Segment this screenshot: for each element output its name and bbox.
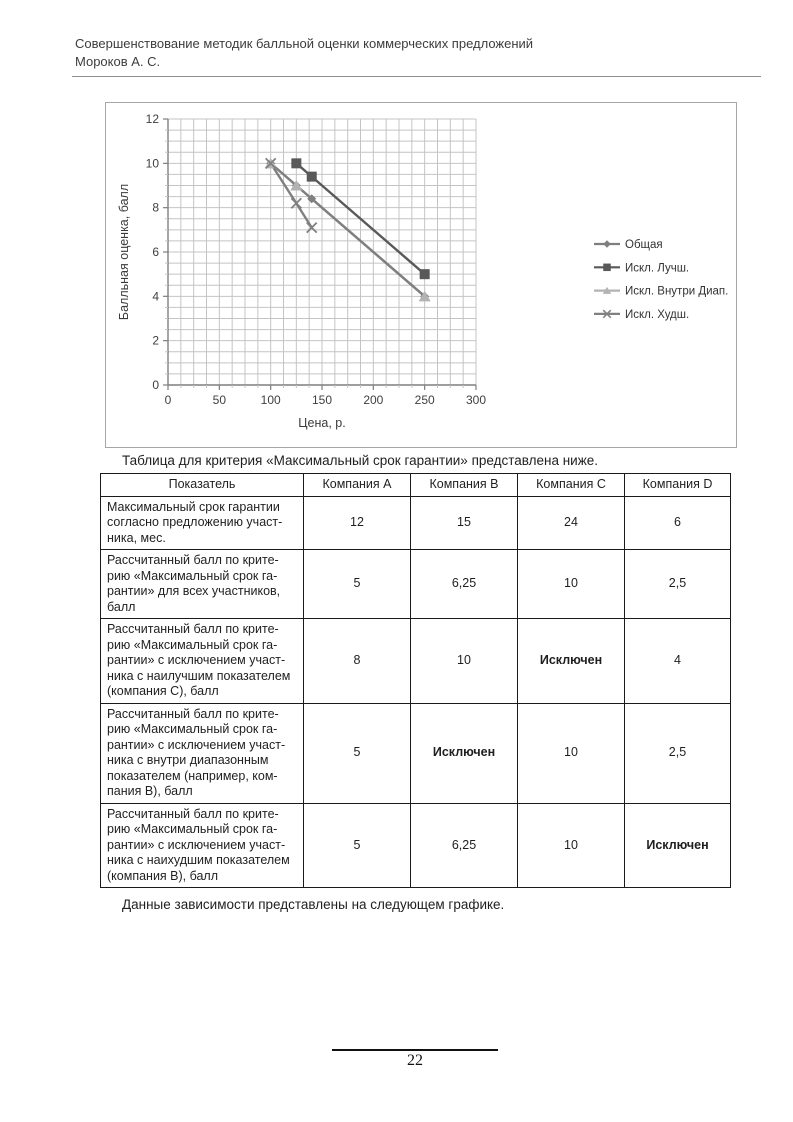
footer-divider xyxy=(332,1049,498,1051)
table-row: Рассчитанный балл по крите- рию «Максима… xyxy=(100,618,731,704)
row-label: Рассчитанный балл по крите- рию «Максима… xyxy=(100,618,304,704)
value-cell: 6,25 xyxy=(410,802,518,888)
excluded-cell: Исключен xyxy=(410,702,518,804)
x-tick-label: 150 xyxy=(312,393,332,407)
legend-item: Искл. Худш. xyxy=(594,309,689,321)
series-markers-square xyxy=(291,158,430,280)
value-cell: 10 xyxy=(410,618,518,704)
value-cell: 24 xyxy=(517,495,625,550)
table-intro-paragraph: Таблица для критерия «Максимальный срок … xyxy=(122,453,599,468)
header-company-C: Компания C xyxy=(517,473,625,497)
y-tick-label: 8 xyxy=(152,201,159,215)
y-tick-label: 0 xyxy=(152,378,159,392)
y-axis: 0 2 4 6 8 10 12 xyxy=(146,112,169,392)
header-company-D: Компания D xyxy=(624,473,731,497)
value-cell: 5 xyxy=(303,802,411,888)
row-label: Рассчитанный балл по крите- рию «Максима… xyxy=(100,802,304,888)
y-axis-title: Балльная оценка, балл xyxy=(117,184,131,320)
x-tick-label: 0 xyxy=(165,393,172,407)
table-row: Рассчитанный балл по крите- рию «Максима… xyxy=(100,549,731,619)
y-tick-label: 10 xyxy=(146,156,160,170)
legend-label: Искл. Худш. xyxy=(625,309,689,321)
value-cell: 8 xyxy=(303,618,411,704)
series-line-x xyxy=(269,162,313,229)
x-tick-label: 100 xyxy=(261,393,281,407)
gridlines xyxy=(167,118,477,386)
legend-label: Искл. Внутри Диап. xyxy=(625,286,728,298)
after-table-paragraph: Данные зависимости представлены на следу… xyxy=(122,897,505,912)
header-company-A: Компания A xyxy=(303,473,411,497)
row-label: Рассчитанный балл по крите- рию «Максима… xyxy=(100,702,304,804)
axis-titles: Цена, р. Балльная оценка, балл xyxy=(117,184,346,430)
page-content: Таблица для критерия «Максимальный срок … xyxy=(100,451,736,914)
table-row: Рассчитанный балл по крите- рию «Максима… xyxy=(100,802,731,888)
running-head: Совершенствование методик балльной оценк… xyxy=(75,35,735,71)
row-label: Максимальный срок гарантии согласно пред… xyxy=(100,495,304,550)
y-tick-label: 12 xyxy=(146,112,160,126)
running-head-author: Мороков А. С. xyxy=(75,54,161,69)
y-tick-label: 4 xyxy=(152,289,159,303)
legend-item: Общая xyxy=(594,239,663,251)
value-cell: 4 xyxy=(624,618,731,704)
y-tick-label: 2 xyxy=(152,334,159,348)
table-body: Максимальный срок гарантии согласно пред… xyxy=(100,495,731,888)
y-tick-label: 6 xyxy=(152,245,159,259)
header-company-B: Компания B xyxy=(410,473,518,497)
x-tick-label: 200 xyxy=(363,393,383,407)
value-cell: 2,5 xyxy=(624,549,731,619)
table-row: Рассчитанный балл по крите- рию «Максима… xyxy=(100,702,731,804)
price-score-chart: 0 50 100 150 200 250 300 0 2 4 6 8 10 12 Цена, р. Балль… xyxy=(117,112,728,430)
x-tick-label: 250 xyxy=(415,393,435,407)
page-number: 22 xyxy=(407,1052,423,1069)
x-tick-label: 300 xyxy=(466,393,486,407)
value-cell: 10 xyxy=(517,549,625,619)
criteria-table: Показатель Компания A Компания B Компания C… xyxy=(100,473,731,888)
value-cell: 12 xyxy=(303,495,411,550)
series xyxy=(264,157,431,302)
series-markers-x xyxy=(265,157,318,234)
value-cell: 10 xyxy=(517,702,625,804)
table-header-row: Показатель Компания A Компания B Компания C… xyxy=(100,473,731,497)
value-cell: 15 xyxy=(410,495,518,550)
legend-item: Искл. Лучш. xyxy=(594,262,689,274)
legend-label: Общая xyxy=(625,239,663,251)
value-cell: 5 xyxy=(303,549,411,619)
value-cell: 10 xyxy=(517,802,625,888)
row-label: Рассчитанный балл по крите- рию «Максима… xyxy=(100,549,304,619)
value-cell: 2,5 xyxy=(624,702,731,804)
legend-item: Искл. Внутри Диап. xyxy=(594,286,728,298)
value-cell: 6 xyxy=(624,495,731,550)
value-cell: 6,25 xyxy=(410,549,518,619)
x-tick-label: 50 xyxy=(213,393,227,407)
legend: Общая Искл. Лучш. Искл. Внутри Диап. Искл. … xyxy=(594,239,728,321)
value-cell: 5 xyxy=(303,702,411,804)
header-divider xyxy=(72,76,761,77)
price-score-chart-figure: 0 50 100 150 200 250 300 0 2 4 6 8 10 12 Цена, р. Балль… xyxy=(105,102,737,448)
x-axis-title: Цена, р. xyxy=(298,416,345,430)
excluded-cell: Исключен xyxy=(517,618,625,704)
series-line-diamond xyxy=(269,162,426,298)
running-head-title: Совершенствование методик балльной оценк… xyxy=(75,36,534,51)
excluded-cell: Исключен xyxy=(624,802,731,888)
table-row: Максимальный срок гарантии согласно пред… xyxy=(100,495,731,550)
legend-label: Искл. Лучш. xyxy=(625,262,689,274)
header-indicator: Показатель xyxy=(100,473,304,497)
x-axis: 0 50 100 150 200 250 300 xyxy=(165,384,486,407)
